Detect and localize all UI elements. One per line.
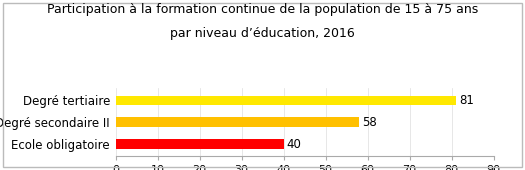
- Text: par niveau d’éducation, 2016: par niveau d’éducation, 2016: [170, 27, 355, 40]
- Text: 40: 40: [287, 138, 302, 151]
- Text: Participation à la formation continue de la population de 15 à 75 ans: Participation à la formation continue de…: [47, 3, 478, 16]
- Text: 58: 58: [362, 116, 377, 129]
- Text: 81: 81: [459, 94, 474, 107]
- Bar: [116, 96, 456, 105]
- Bar: [116, 139, 284, 149]
- Bar: [116, 117, 359, 127]
